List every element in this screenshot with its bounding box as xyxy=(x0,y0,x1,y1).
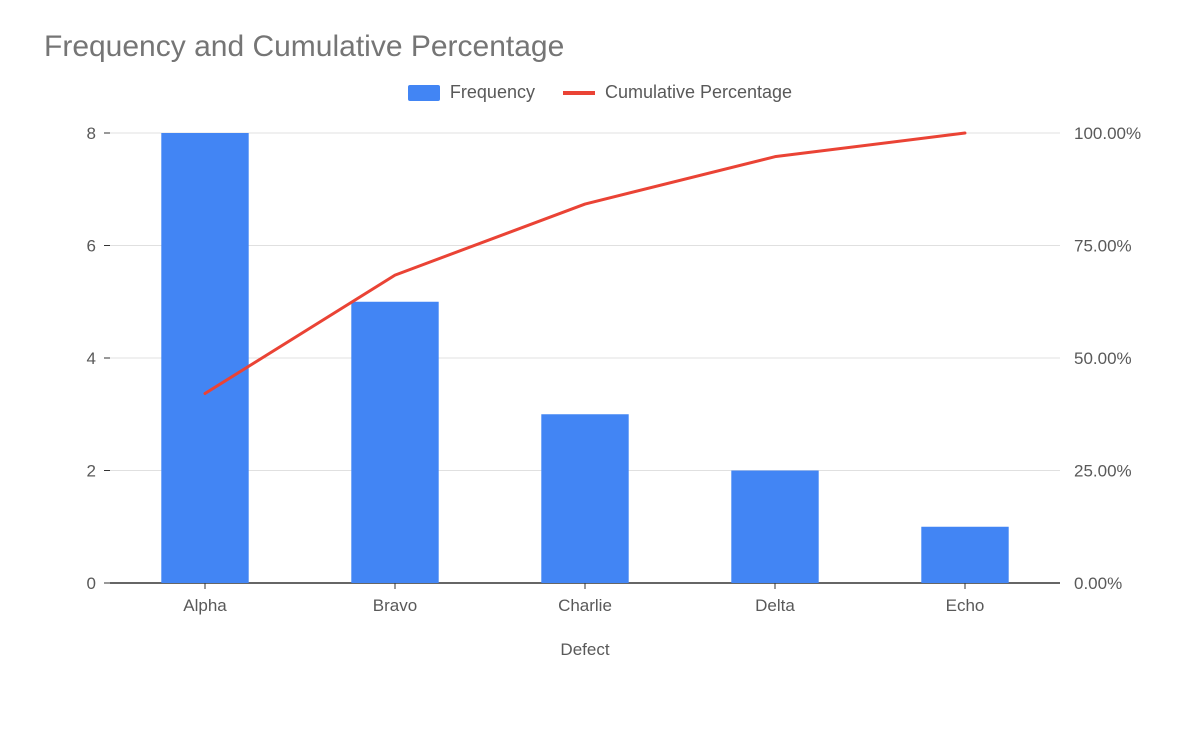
y-right-tick-label: 25.00% xyxy=(1074,462,1132,481)
legend-swatch-line xyxy=(563,91,595,95)
y-right-tick-label: 75.00% xyxy=(1074,237,1132,256)
legend: Frequency Cumulative Percentage xyxy=(40,82,1160,103)
y-left-tick-label: 8 xyxy=(87,124,96,143)
bar xyxy=(351,302,438,583)
plot-area: 0 2 4 6 8 0.00% 25.00% 50.00% 75.00% 100.00% Alpha… xyxy=(40,123,1160,673)
legend-item-cumulative: Cumulative Percentage xyxy=(563,82,792,103)
y-left-tick-label: 0 xyxy=(87,574,96,593)
y-left-tick-label: 2 xyxy=(87,462,96,481)
cumulative-line xyxy=(205,133,965,394)
y-right-tick-label: 50.00% xyxy=(1074,349,1132,368)
legend-label: Cumulative Percentage xyxy=(605,82,792,103)
bar xyxy=(161,133,248,583)
legend-item-frequency: Frequency xyxy=(408,82,535,103)
chart-title: Frequency and Cumulative Percentage xyxy=(44,30,1160,64)
y-left-tick-label: 6 xyxy=(87,237,96,256)
y-right-tick-label: 100.00% xyxy=(1074,124,1141,143)
bar xyxy=(921,527,1008,583)
x-tick-label: Charlie xyxy=(558,596,612,615)
x-tick-label: Echo xyxy=(946,596,985,615)
y-left-tick-label: 4 xyxy=(87,349,96,368)
chart-svg: 0 2 4 6 8 0.00% 25.00% 50.00% 75.00% 100.00% Alpha… xyxy=(40,123,1160,673)
bar xyxy=(541,414,628,583)
x-tick-label: Bravo xyxy=(373,596,417,615)
legend-label: Frequency xyxy=(450,82,535,103)
pareto-chart: Frequency and Cumulative Percentage Freq… xyxy=(0,0,1200,742)
x-tick-label: Alpha xyxy=(183,596,227,615)
bar xyxy=(731,471,818,584)
x-axis-label: Defect xyxy=(560,640,609,659)
y-right-tick-label: 0.00% xyxy=(1074,574,1122,593)
legend-swatch-bar xyxy=(408,85,440,101)
x-tick-label: Delta xyxy=(755,596,795,615)
